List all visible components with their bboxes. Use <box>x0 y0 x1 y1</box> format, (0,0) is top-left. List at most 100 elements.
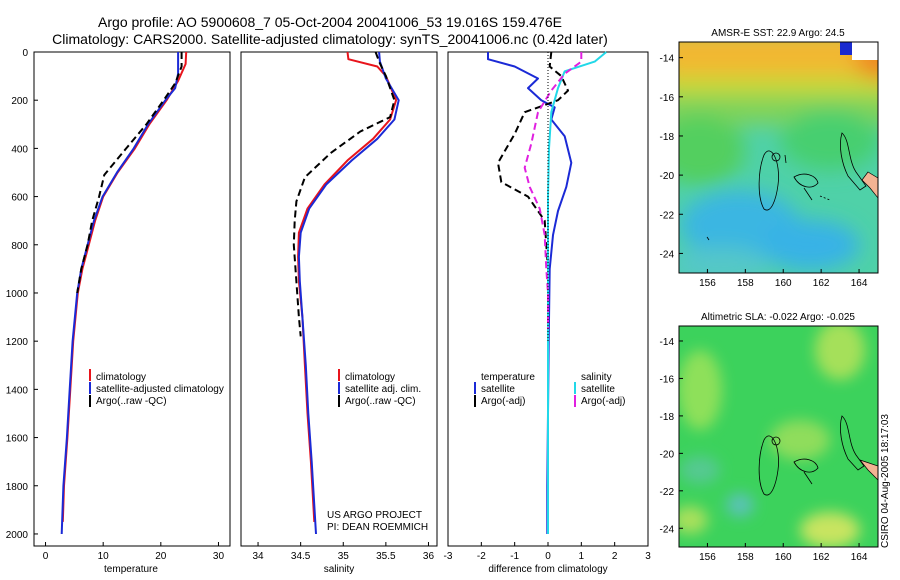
difference-xlabel: difference from climatology <box>488 564 607 575</box>
map-y-tick-label: -14 <box>660 337 675 348</box>
map-x-tick-label: 164 <box>851 552 868 563</box>
y-tick-label: 800 <box>11 241 28 252</box>
x-tick-label: 20 <box>155 551 167 562</box>
series-line-argo-raw-qc <box>292 51 396 337</box>
sst-map: AMSR-E SST: 22.9 Argo: 24.5 <box>660 28 879 289</box>
sst-reef-dot <box>706 236 710 241</box>
temperature-panel: 0 10 20 30 0 200 400 600 800 1000 1200 1400 1600 1800… <box>6 48 231 575</box>
y-tick-label: 1600 <box>6 434 29 445</box>
map-y-tick-label: -16 <box>660 374 675 385</box>
salinity-legend: climatology satellite adj. clim. Argo(..… <box>338 369 421 407</box>
legend-temperature-argo-label: Argo(-adj) <box>481 396 525 407</box>
series-line-argo-raw-qc <box>76 52 183 294</box>
map-x-tick-label: 156 <box>699 278 716 289</box>
sla-map: Altimetric SLA: -0.022 Argo: -0.025 156 1… <box>660 312 879 563</box>
legend-salinity-argo-label: Argo(-adj) <box>581 396 625 407</box>
sla-reef-contour-mid <box>793 458 819 473</box>
sla-map-title: Altimetric SLA: -0.022 Argo: -0.025 <box>701 312 855 323</box>
project-pi: PI: DEAN ROEMMICH <box>327 522 428 533</box>
argo-location-marker <box>771 436 781 446</box>
timestamp-stamp: CSIRO 04-Aug-2005 18:17:03 <box>880 414 891 548</box>
temperature-series <box>60 51 188 535</box>
series-line-satellite-adj-clim <box>297 51 400 535</box>
map-y-tick-label: -20 <box>660 171 675 182</box>
x-tick-label: 34 <box>252 551 264 562</box>
difference-ticks: -3 -2 -1 0 1 2 3 <box>444 542 651 562</box>
salinity-panel: 34 34.5 35 35.5 36 climatology satellite adj… <box>240 51 438 575</box>
x-tick-label: 2 <box>612 551 618 562</box>
x-tick-label: 36 <box>423 551 435 562</box>
project-name: US ARGO PROJECT <box>327 510 422 521</box>
sla-reef-contour <box>758 435 779 496</box>
x-tick-label: 30 <box>213 551 225 562</box>
difference-series <box>487 51 607 534</box>
x-tick-label: 3 <box>645 551 651 562</box>
legend-satellite-adj-label: satellite adj. clim. <box>345 384 421 395</box>
sst-reef-line <box>803 187 813 201</box>
sst-reef-contour-east <box>840 132 867 191</box>
legend-argo-label: Argo(..raw -QC) <box>96 396 167 407</box>
sla-field <box>679 326 878 547</box>
map-x-tick-label: 160 <box>775 278 792 289</box>
x-tick-label: 10 <box>98 551 110 562</box>
y-tick-label: 400 <box>11 144 28 155</box>
map-y-tick-label: -20 <box>660 449 675 460</box>
x-tick-label: 35.5 <box>376 551 396 562</box>
sst-reef-line <box>819 195 831 201</box>
map-y-tick-label: -22 <box>660 210 675 221</box>
y-tick-label: 600 <box>11 193 28 204</box>
difference-panel: -3 -2 -1 0 1 2 3 temperature satellite Argo(-a… <box>444 51 651 575</box>
map-y-tick-label: -16 <box>660 93 675 104</box>
map-x-tick-label: 162 <box>813 552 830 563</box>
sst-map-ticks: 156 158 160 162 164 -14 -16 -18 -20 -22 -24 <box>660 54 868 289</box>
x-tick-label: -1 <box>510 551 519 562</box>
legend-satellite-adjusted-label: satellite-adjusted climatology <box>96 384 224 395</box>
map-x-tick-label: 164 <box>851 278 868 289</box>
legend-salinity-heading: salinity <box>581 372 612 383</box>
salinity-xlabel: salinity <box>324 564 355 575</box>
sst-field <box>679 42 878 273</box>
map-y-tick-label: -14 <box>660 54 675 65</box>
sst-map-title: AMSR-E SST: 22.9 Argo: 24.5 <box>711 28 845 39</box>
y-tick-label: 2000 <box>6 530 29 541</box>
sst-map-frame <box>678 41 879 274</box>
argo-location-marker <box>771 152 781 162</box>
legend-temperature-heading: temperature <box>481 372 535 383</box>
series-line-salinity-argo-adj <box>523 52 583 330</box>
x-tick-label: 0 <box>43 551 49 562</box>
map-x-tick-label: 158 <box>737 552 754 563</box>
series-line-temperature-argo-adj <box>497 51 569 293</box>
salinity-ticks: 34 34.5 35 35.5 36 <box>252 542 434 562</box>
x-tick-label: 1 <box>579 551 585 562</box>
y-tick-label: 1800 <box>6 482 29 493</box>
salinity-axes-frame <box>240 51 438 547</box>
sst-cold-pixel <box>840 42 852 55</box>
sst-missing-data <box>852 42 878 60</box>
x-tick-label: -3 <box>444 551 453 562</box>
salinity-series <box>292 51 400 535</box>
temperature-legend: climatology satellite-adjusted climatolo… <box>89 369 224 407</box>
legend-argo-label: Argo(..raw -QC) <box>345 396 416 407</box>
temperature-ticks: 0 10 20 30 0 200 400 600 800 1000 1200 1400 1600 1800… <box>6 48 225 562</box>
map-x-tick-label: 156 <box>699 552 716 563</box>
x-tick-label: 34.5 <box>291 551 311 562</box>
temperature-xlabel: temperature <box>104 564 158 575</box>
legend-climatology-label: climatology <box>96 372 146 383</box>
x-tick-label: 0 <box>545 551 551 562</box>
map-y-tick-label: -22 <box>660 487 675 498</box>
map-y-tick-label: -24 <box>660 524 675 535</box>
sla-reef-line <box>803 471 813 485</box>
y-tick-label: 200 <box>11 96 28 107</box>
sst-coastline-land <box>861 171 878 199</box>
x-tick-label: -2 <box>477 551 486 562</box>
map-x-tick-label: 160 <box>775 552 792 563</box>
series-line-satellite-adjusted-climatology <box>60 52 180 535</box>
map-x-tick-label: 158 <box>737 278 754 289</box>
temperature-axes-frame <box>33 51 231 547</box>
sla-map-frame <box>678 325 879 548</box>
figure-title-line1: Argo profile: AO 5900608_7 05-Oct-2004 2… <box>98 14 562 30</box>
series-line-salinity-satellite <box>547 51 607 534</box>
sla-map-ticks: 156 158 160 162 164 -14 -16 -18 -20 -22 -24 <box>660 337 868 563</box>
map-y-tick-label: -18 <box>660 132 675 143</box>
